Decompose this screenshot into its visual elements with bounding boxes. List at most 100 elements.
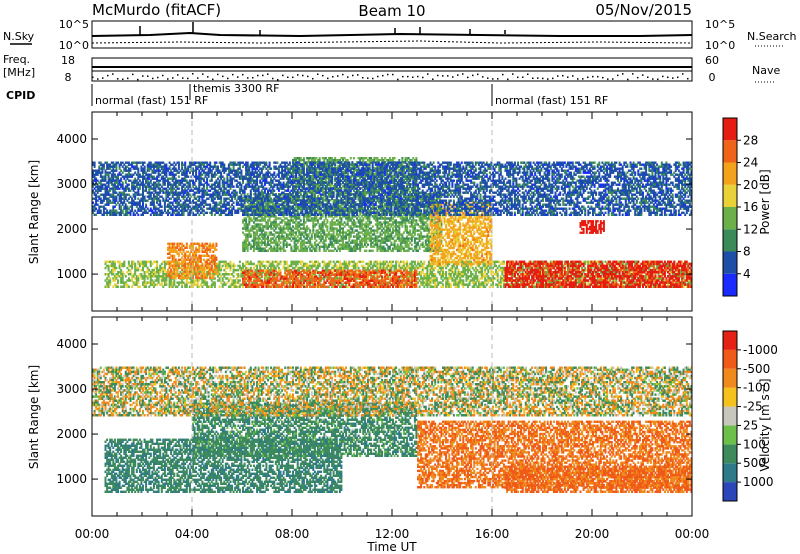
cpid-segment-2: themis 3300 RF <box>193 82 280 95</box>
freq-unit-label: [MHz] <box>3 66 35 79</box>
nave-point <box>617 75 619 77</box>
nave-point <box>552 78 554 80</box>
nave-point <box>227 78 229 80</box>
nave-point <box>472 75 474 77</box>
nave-point <box>152 78 154 80</box>
nave-point <box>442 75 444 77</box>
nave-point <box>257 75 259 77</box>
noise-panel: N.Sky 10^5 10^0 10^5 10^0 N.Search <box>3 18 797 52</box>
freq-label: Freq. <box>3 53 30 66</box>
power-heatmap <box>92 157 692 288</box>
nave-point <box>632 73 634 75</box>
nave-point <box>182 77 184 79</box>
heatmap-cell <box>233 275 235 278</box>
heatmap-cell <box>234 265 236 268</box>
nave-point <box>422 77 424 79</box>
date-title: 05/Nov/2015 <box>595 1 692 19</box>
heatmap-cell <box>280 263 282 266</box>
nave-point <box>622 73 624 75</box>
freq-panel: Freq. [MHz] 18 8 60 0 Nave <box>3 53 780 84</box>
nsearch-label: N.Search <box>747 30 797 43</box>
nave-point <box>557 75 559 77</box>
nave-point <box>162 75 164 77</box>
nave-point <box>527 73 529 75</box>
noise-tick-top-left: 10^5 <box>59 18 89 31</box>
nave-point <box>312 78 314 80</box>
heatmap-cell <box>109 283 111 286</box>
heatmap-cell <box>123 265 125 268</box>
nave-point <box>602 77 604 79</box>
heatmap-cell <box>145 286 147 289</box>
nave-point <box>282 75 284 77</box>
heatmap-cell <box>181 286 183 289</box>
nave-point <box>672 77 674 79</box>
nave-tick-bottom: 0 <box>709 71 716 84</box>
nave-point <box>412 77 414 79</box>
nave-point <box>202 73 204 75</box>
nave-point <box>547 78 549 80</box>
nave-point <box>502 74 504 76</box>
heatmap-cell <box>137 281 139 284</box>
nave-point <box>682 73 684 75</box>
nave-point <box>657 79 659 81</box>
nave-point <box>247 77 249 79</box>
nave-point <box>627 79 629 81</box>
nave-point <box>482 76 484 78</box>
cpid-segment-3: normal (fast) 151 RF <box>495 94 608 107</box>
nave-point <box>437 75 439 77</box>
nave-point <box>342 74 344 76</box>
nave-point <box>302 75 304 77</box>
nave-point <box>322 75 324 77</box>
nave-point <box>497 78 499 80</box>
nave-point <box>447 75 449 77</box>
heatmap-cell <box>262 261 264 264</box>
heatmap-cell <box>125 275 127 278</box>
nave-point <box>292 77 294 79</box>
heatmap-cell <box>128 286 130 289</box>
heatmap-cell <box>117 286 119 289</box>
nave-point <box>127 78 129 80</box>
freq-tick-bottom: 8 <box>65 71 72 84</box>
nave-point <box>107 75 109 77</box>
nave-point <box>537 77 539 79</box>
nave-point <box>327 78 329 80</box>
nave-point <box>512 73 514 75</box>
nave-point <box>532 78 534 80</box>
heatmap-cell <box>230 269 232 272</box>
nave-point <box>462 73 464 75</box>
nave-point <box>467 77 469 79</box>
nave-point <box>92 77 94 79</box>
nave-point <box>332 76 334 78</box>
nave-point <box>667 77 669 79</box>
nave-point <box>612 78 614 80</box>
nave-point <box>222 76 224 78</box>
nave-point <box>122 79 124 81</box>
nave-point <box>417 76 419 78</box>
noise-tick-bottom-right: 10^0 <box>705 39 735 52</box>
nave-point <box>652 78 654 80</box>
heatmap-cell <box>139 286 141 289</box>
nave-point <box>517 77 519 79</box>
nave-point <box>592 76 594 78</box>
cpid-segment-1: normal (fast) 151 RF <box>95 94 208 107</box>
nave-point <box>157 77 159 79</box>
nave-point <box>487 77 489 79</box>
heatmap-cell <box>214 286 216 289</box>
nave-point <box>597 76 599 78</box>
nave-point <box>402 76 404 78</box>
nave-point <box>367 77 369 79</box>
nave-point <box>687 78 689 80</box>
nave-point <box>522 76 524 78</box>
nave-point <box>207 76 209 78</box>
cpid-panel: CPID normal (fast) 151 RF themis 3300 RF… <box>6 82 608 107</box>
freq-tick-top: 18 <box>61 54 75 67</box>
nave-point <box>542 78 544 80</box>
nave-point <box>452 76 454 78</box>
nave-point <box>582 78 584 80</box>
nave-point <box>112 73 114 75</box>
noise-tick-top-right: 10^5 <box>705 18 735 31</box>
nave-point <box>357 74 359 76</box>
heatmap-cell <box>131 267 133 270</box>
nave-point <box>252 77 254 79</box>
noise-tick-bottom-left: 10^0 <box>59 39 89 52</box>
